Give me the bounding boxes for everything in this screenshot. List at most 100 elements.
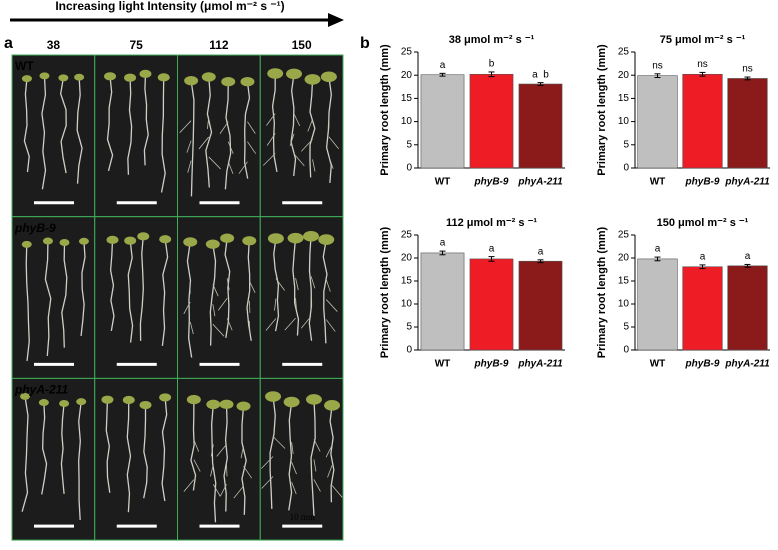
- row-label: phyA-211: [14, 383, 68, 397]
- cotyledon: [21, 75, 32, 83]
- bar: [518, 83, 563, 169]
- seedling-root: [21, 396, 29, 512]
- lateral-root: [240, 446, 244, 459]
- lateral-root: [284, 317, 296, 331]
- lateral-root: [313, 459, 317, 472]
- bar: [469, 258, 514, 351]
- lateral-root: [328, 156, 334, 169]
- seedling-root: [310, 399, 316, 516]
- cotyledon: [106, 235, 119, 244]
- lateral-root: [289, 133, 295, 146]
- cotyledon: [58, 74, 69, 82]
- lateral-root: [219, 484, 227, 497]
- cotyledon: [303, 230, 320, 242]
- lateral-root: [212, 323, 225, 337]
- row-label: WT: [15, 59, 34, 73]
- significance-label: a b: [532, 69, 549, 80]
- lateral-root: [325, 319, 336, 332]
- lateral-root: [325, 445, 333, 458]
- lateral-root: [274, 298, 277, 311]
- column-label: 150: [292, 38, 312, 52]
- y-tick-label: 5: [406, 139, 412, 150]
- lateral-root: [212, 304, 216, 317]
- y-axis-label: Primary root length (mm): [596, 44, 608, 176]
- x-tick-label: phyA-211: [517, 359, 563, 370]
- x-tick-label: WT: [650, 359, 666, 370]
- lateral-root: [226, 318, 233, 331]
- seedling-root: [269, 396, 276, 509]
- error-bar: [439, 72, 446, 77]
- cotyledon: [183, 237, 198, 247]
- lateral-root: [238, 161, 248, 174]
- seedling-root: [308, 236, 313, 341]
- seedling-root: [139, 236, 144, 341]
- seedling-root: [126, 399, 132, 513]
- seedling-root: [60, 403, 65, 494]
- cotyledon: [220, 233, 235, 243]
- x-tick-label: phyA-211: [724, 359, 770, 370]
- cotyledon: [221, 77, 236, 87]
- bar: [469, 73, 514, 169]
- cotyledon: [285, 68, 302, 80]
- lateral-root: [313, 479, 321, 492]
- cotyledon: [201, 72, 216, 82]
- seedling-root: [44, 241, 52, 356]
- cotyledon: [74, 73, 85, 81]
- lateral-root: [265, 318, 277, 331]
- bar: [727, 78, 768, 169]
- cotyledon: [76, 398, 87, 406]
- x-tick-label: WT: [650, 177, 666, 188]
- lateral-root: [295, 298, 297, 311]
- bar: [727, 265, 768, 351]
- lateral-root: [208, 156, 221, 170]
- seedling-root: [127, 240, 134, 343]
- x-tick-label: phyA-211: [724, 177, 770, 188]
- bar: [637, 258, 678, 351]
- lateral-root: [179, 120, 192, 133]
- lateral-root: [206, 116, 210, 129]
- y-tick-label: 10: [618, 116, 630, 127]
- seedling-root: [106, 76, 114, 172]
- significance-label: a: [538, 246, 544, 257]
- lateral-root: [325, 299, 338, 312]
- y-tick-label: 15: [401, 276, 413, 287]
- lateral-root: [247, 141, 257, 154]
- lateral-root: [291, 442, 294, 455]
- x-tick-label: phyB-9: [685, 177, 720, 188]
- lateral-root: [243, 465, 253, 479]
- lateral-root: [307, 119, 313, 132]
- lateral-root: [186, 140, 192, 153]
- error-bar: [537, 82, 544, 86]
- lateral-root: [226, 278, 230, 291]
- cotyledon: [139, 400, 152, 410]
- lateral-root: [233, 485, 244, 499]
- seedling-root: [209, 244, 217, 346]
- lateral-root: [295, 278, 299, 291]
- lateral-root: [193, 459, 201, 472]
- significance-label: a: [489, 243, 495, 254]
- cotyledon: [267, 68, 284, 79]
- cotyledon: [21, 240, 32, 248]
- seedling-root: [23, 78, 30, 173]
- seedling-root: [41, 402, 48, 495]
- chart-title: 38 μmol m⁻² s ⁻¹: [449, 34, 535, 46]
- significance-label: a: [440, 238, 446, 249]
- seedling-root: [61, 242, 68, 348]
- seedling-root: [109, 239, 115, 332]
- lateral-root: [248, 280, 256, 293]
- lateral-root: [219, 121, 229, 134]
- lateral-root: [261, 456, 274, 469]
- y-tick-label: 15: [618, 93, 630, 104]
- y-tick-label: 20: [618, 70, 630, 81]
- seedling-root: [290, 73, 297, 177]
- cotyledon: [283, 396, 300, 408]
- cotyledon: [157, 73, 170, 82]
- x-tick-label: phyB-9: [685, 359, 720, 370]
- lateral-root: [291, 481, 297, 495]
- error-bar: [654, 256, 661, 262]
- lateral-root: [217, 297, 228, 311]
- cotyledon: [38, 399, 49, 407]
- column-label: 112: [209, 38, 229, 52]
- lateral-root: [262, 153, 276, 166]
